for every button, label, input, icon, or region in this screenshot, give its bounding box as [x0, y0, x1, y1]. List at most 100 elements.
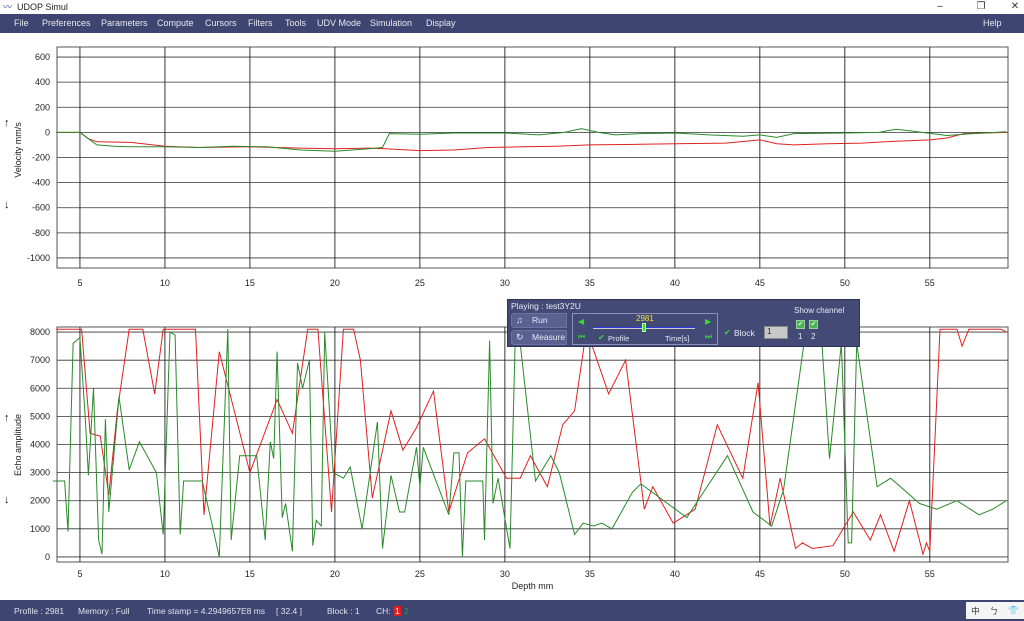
ime-icon[interactable]: 中: [971, 605, 980, 616]
status-profile: Profile : 2981: [14, 606, 65, 616]
go-last-icon[interactable]: ⏭: [705, 332, 713, 341]
close-icon[interactable]: ✕: [1010, 1, 1020, 12]
series-channel-2: [52, 328, 1007, 558]
go-first-icon[interactable]: ⏮: [578, 332, 586, 341]
system-tray: 中ㄅ 👕: [966, 602, 1024, 619]
x-tick-label: 45: [755, 569, 765, 579]
x-tick-label: 20: [330, 569, 340, 579]
title-bar: 〰 UDOP Simul – ❐ ✕: [0, 0, 1024, 14]
x-tick-label: 55: [925, 278, 935, 288]
playback-panel: Playing : test3Y2U ♫ Run ↻ Measure ◀ ▶ ⏮…: [507, 299, 860, 347]
block-label: Block: [734, 328, 755, 338]
y-tick-label: -600: [32, 203, 50, 213]
shirt-icon[interactable]: 👕: [1008, 605, 1019, 615]
menu-file[interactable]: File: [14, 18, 29, 28]
playing-label: Playing : test3Y2U: [511, 301, 581, 311]
profile-check-icon[interactable]: ✔: [598, 333, 605, 342]
menu-udv-mode[interactable]: UDV Mode: [317, 18, 362, 28]
status-bar: Profile : 2981 Memory : Full Time stamp …: [0, 600, 1024, 621]
block-input[interactable]: 1: [764, 326, 788, 339]
measure-button[interactable]: ↻ Measure: [511, 330, 567, 345]
y-tick-label: 0: [45, 552, 50, 562]
arrow-down-icon: ↓: [4, 494, 10, 506]
step-forward-icon[interactable]: ▶: [705, 317, 712, 326]
y-tick-label: 8000: [30, 327, 50, 337]
input-mode-icon[interactable]: ㄅ: [989, 605, 999, 616]
channel-2-checkbox[interactable]: ✔: [809, 320, 818, 329]
status-bracket: [ 32.4 ]: [276, 606, 302, 616]
x-tick-label: 45: [755, 278, 765, 288]
y-tick-label: -400: [32, 178, 50, 188]
arrow-up-icon: ↑: [4, 412, 10, 424]
x-tick-label: 20: [330, 278, 340, 288]
x-tick-label: 55: [925, 569, 935, 579]
y-tick-label: -200: [32, 153, 50, 163]
arrow-down-icon: ↓: [4, 199, 10, 211]
status-timestamp: Time stamp = 4.2949657E8 ms: [147, 606, 266, 616]
profile-slider[interactable]: [593, 323, 695, 332]
menu-tools[interactable]: Tools: [285, 18, 307, 28]
y-tick-label: 3000: [30, 468, 50, 478]
menu-help[interactable]: Help: [983, 18, 1002, 28]
arrow-up-icon: ↑: [4, 117, 10, 129]
menu-simulation[interactable]: Simulation: [370, 18, 413, 28]
x-tick-label: 35: [585, 569, 595, 579]
block-check-icon[interactable]: ✔: [724, 328, 731, 337]
window-title: UDOP Simul: [17, 2, 68, 12]
show-channel-label: Show channel: [794, 306, 845, 315]
restore-icon[interactable]: ❐: [976, 1, 986, 12]
menu-compute[interactable]: Compute: [157, 18, 194, 28]
menu-bar: File Preferences Parameters Compute Curs…: [0, 14, 1024, 33]
series-channel-1: [56, 131, 1007, 152]
y-tick-label: 4000: [30, 440, 50, 450]
y-tick-label: 5000: [30, 411, 50, 421]
udop-logo-icon: 〰: [3, 2, 13, 12]
step-back-icon[interactable]: ◀: [578, 317, 585, 326]
profile-value: 2981: [636, 314, 654, 323]
y-tick-label: -1000: [27, 253, 50, 263]
x-tick-label: 30: [500, 278, 510, 288]
y-tick-label: 7000: [30, 355, 50, 365]
run-icon: ♫: [516, 315, 523, 325]
x-tick-label: 50: [840, 569, 850, 579]
x-tick-label: 15: [245, 569, 255, 579]
measure-icon: ↻: [516, 332, 524, 342]
menu-filters[interactable]: Filters: [248, 18, 273, 28]
y-tick-label: 2000: [30, 496, 50, 506]
x-tick-label: 50: [840, 278, 850, 288]
x-tick-label: 25: [415, 278, 425, 288]
y-tick-label: 6000: [30, 383, 50, 393]
chart-1: 8000 7000 6000 5000 4000 3000 2000 1000 0 5 10 15 20…: [4, 326, 1009, 591]
slider-thumb[interactable]: [641, 323, 646, 332]
minimize-icon[interactable]: –: [937, 1, 943, 12]
menu-parameters[interactable]: Parameters: [101, 18, 148, 28]
channel-2-label: 2: [811, 332, 816, 341]
series-channel-2: [56, 128, 1007, 152]
x-tick-label: 40: [670, 569, 680, 579]
run-button[interactable]: ♫ Run: [511, 313, 567, 328]
x-tick-label: 30: [500, 569, 510, 579]
y-tick-label: 1000: [30, 524, 50, 534]
y-tick-label: 600: [35, 52, 50, 62]
status-ch: CH:: [376, 606, 391, 616]
x-tick-label: 5: [77, 569, 82, 579]
channel-1-checkbox[interactable]: ✔: [796, 320, 805, 329]
profile-label: Profile: [608, 334, 630, 343]
x-tick-label: 5: [77, 278, 82, 288]
chart-0: 600 400 200 0 -200 -400 -600 -800 -1000 5 10 15 20 25…: [4, 46, 1009, 288]
status-ch2-badge: 2: [404, 606, 409, 616]
x-tick-label: 15: [245, 278, 255, 288]
y-tick-label: 200: [35, 102, 50, 112]
menu-preferences[interactable]: Preferences: [42, 18, 91, 28]
profile-slider-box: ◀ ▶ ⏮ ⏭ 2981 ✔ Profile Time[s]: [572, 313, 718, 345]
x-axis-label: Depth mm: [512, 581, 554, 591]
y-axis-label: Velocity mm/s: [13, 122, 23, 178]
y-tick-label: -800: [32, 228, 50, 238]
menu-cursors[interactable]: Cursors: [205, 18, 237, 28]
x-tick-label: 25: [415, 569, 425, 579]
menu-display[interactable]: Display: [426, 18, 456, 28]
status-block: Block : 1: [327, 606, 360, 616]
x-tick-label: 10: [160, 569, 170, 579]
y-tick-label: 0: [45, 127, 50, 137]
